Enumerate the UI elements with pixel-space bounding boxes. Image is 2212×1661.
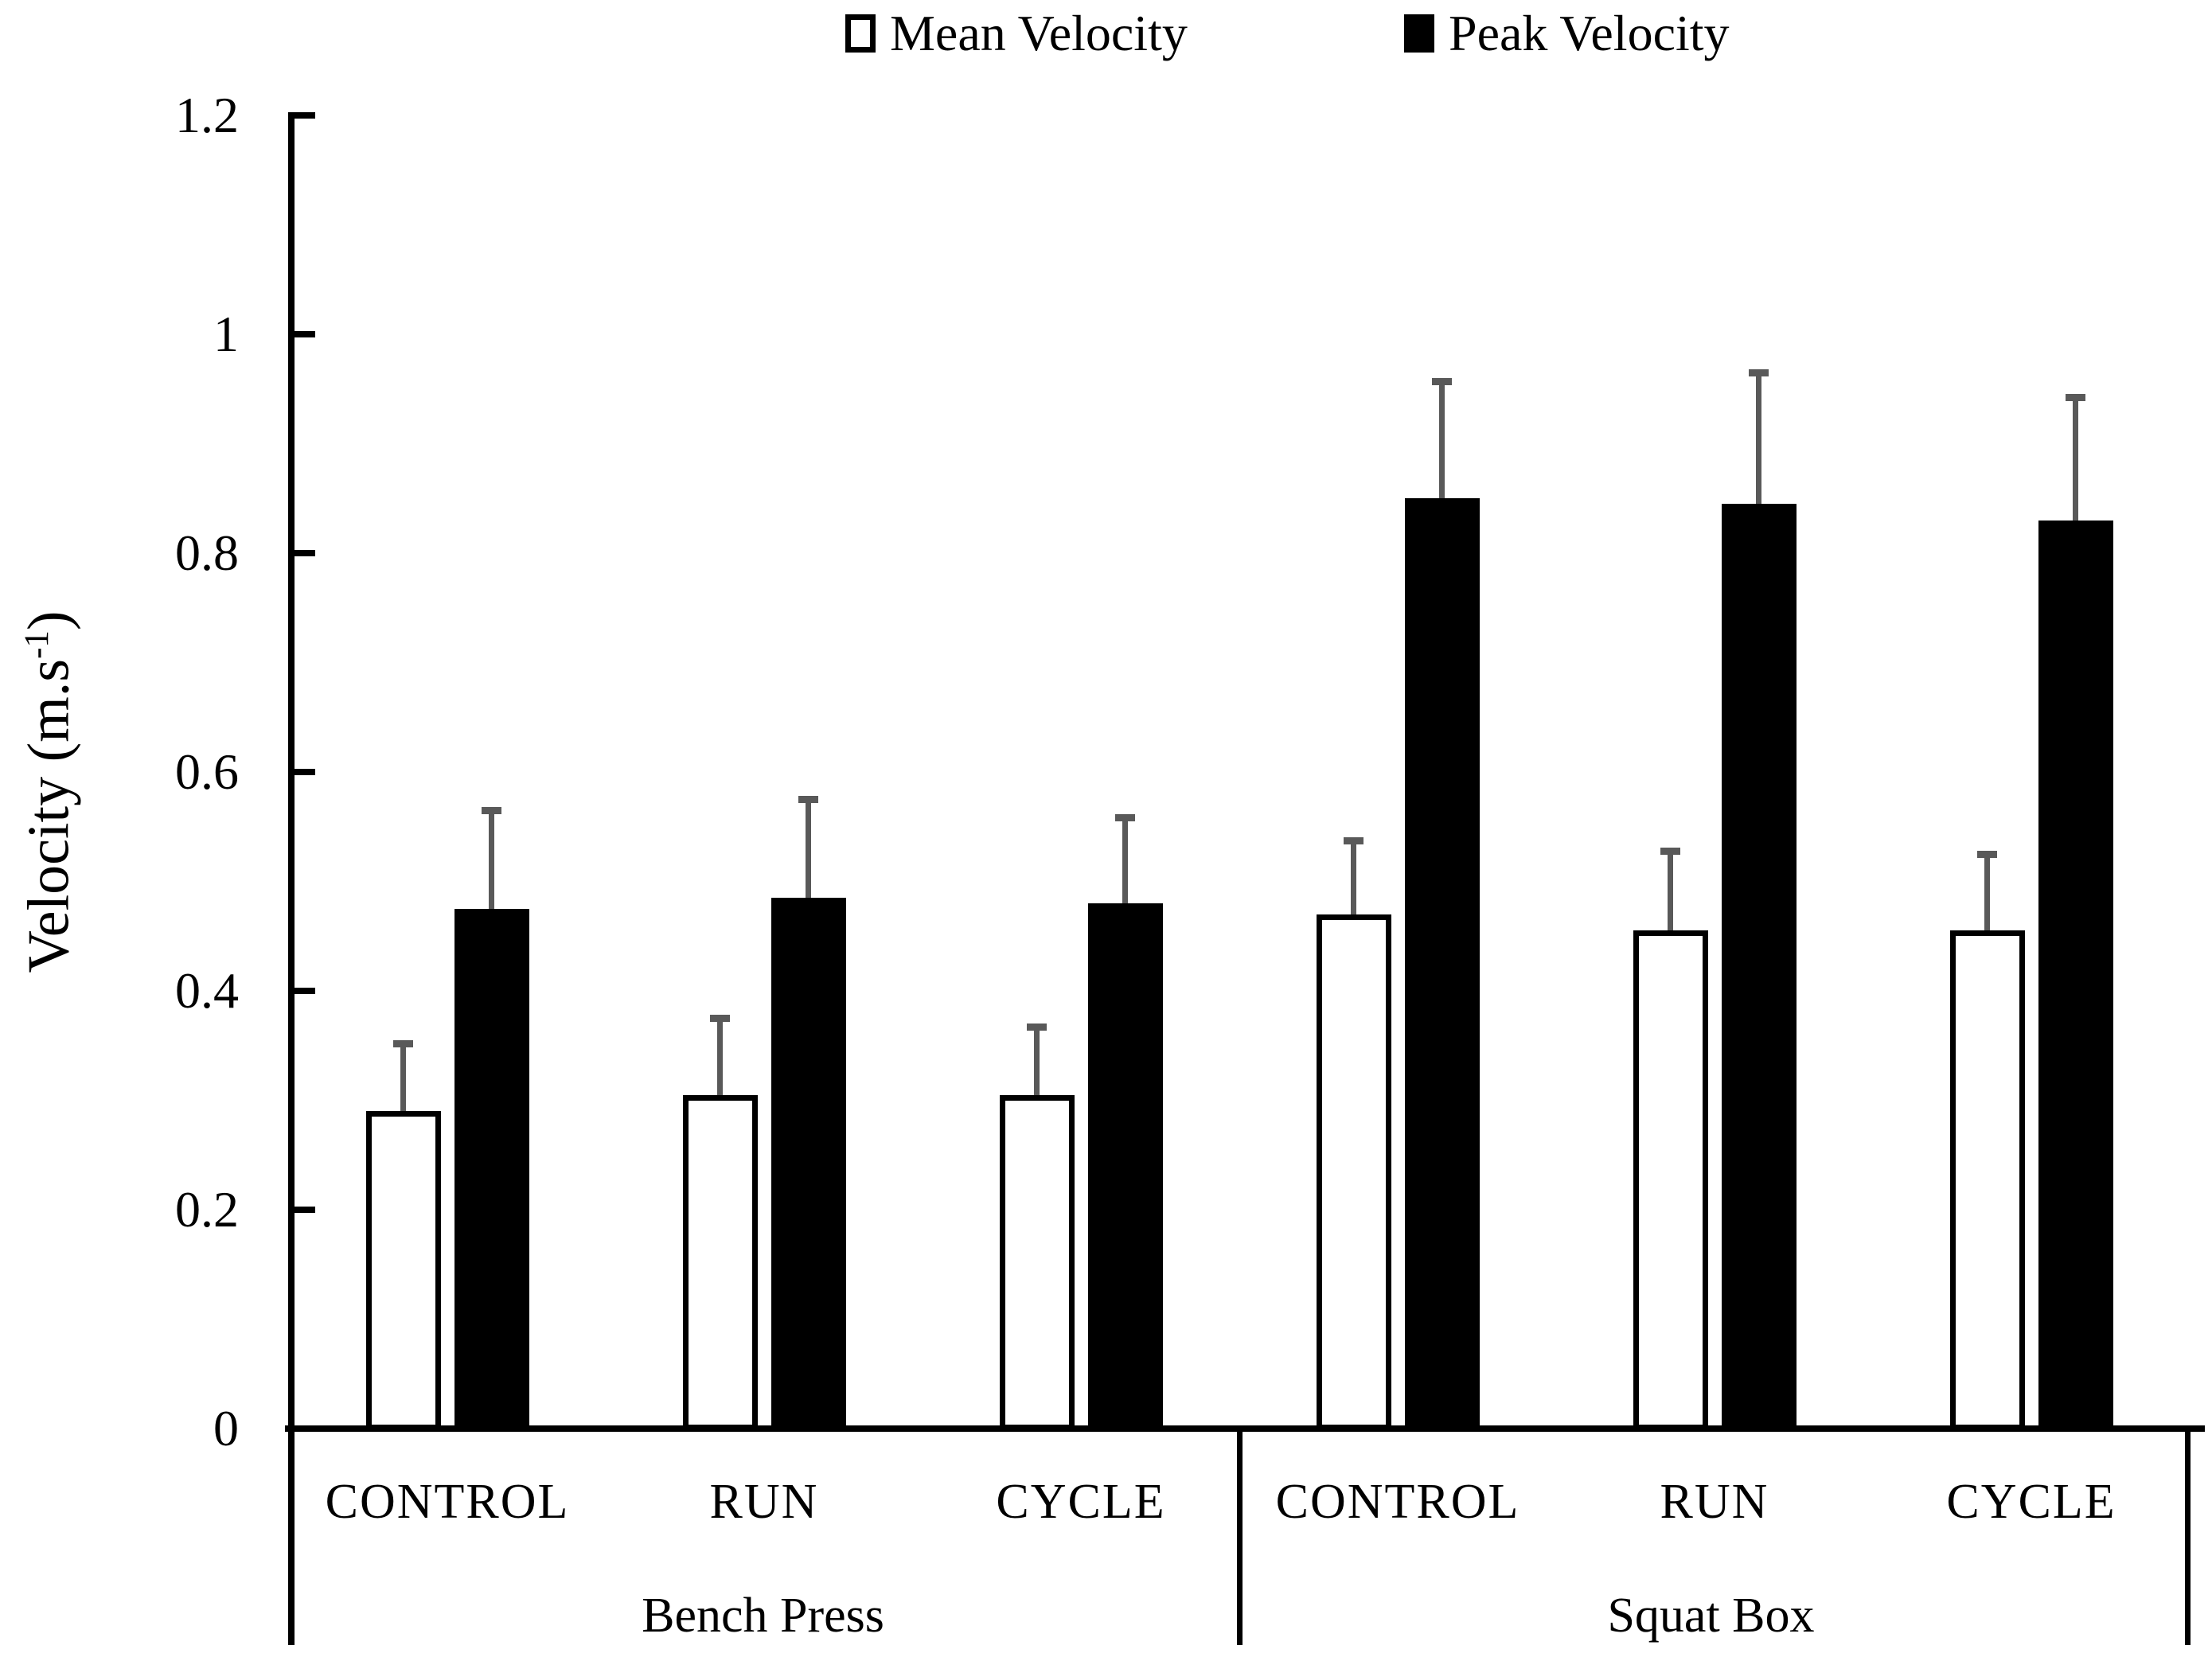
plot-right-border	[2185, 1429, 2191, 1645]
bar-peak-bench-press-cycle	[1087, 903, 1163, 1430]
group-separator	[1237, 1429, 1243, 1645]
legend-item-mean-velocity: Mean Velocity	[845, 5, 1188, 61]
error-bar-cap-mean-bench-press-control	[393, 1039, 413, 1047]
peak-velocity-swatch	[1404, 14, 1434, 53]
y-axis-tick	[295, 1207, 315, 1213]
mean-velocity-swatch	[845, 14, 876, 53]
error-bar-stem-peak-bench-press-cycle	[1122, 817, 1128, 903]
error-bar-cap-peak-bench-press-control	[482, 806, 501, 814]
error-bar-stem-peak-bench-press-run	[806, 799, 811, 899]
error-bar-stem-mean-bench-press-run	[717, 1018, 723, 1095]
category-label-bench-press-run: RUN	[709, 1475, 819, 1529]
bar-peak-squat-box-run	[1721, 504, 1797, 1430]
group-label-squat-box: Squat Box	[1607, 1589, 1815, 1643]
bar-peak-squat-box-control	[1404, 498, 1480, 1430]
bar-peak-bench-press-control	[454, 908, 529, 1430]
y-axis-tick	[295, 550, 315, 556]
y-tick-label: 0.6	[175, 743, 239, 800]
y-axis-tick	[295, 331, 315, 337]
error-bar-stem-peak-bench-press-control	[489, 810, 494, 909]
error-bar-cap-mean-bench-press-cycle	[1027, 1023, 1047, 1031]
error-bar-stem-mean-squat-box-control	[1351, 840, 1356, 914]
error-bar-stem-peak-squat-box-run	[1756, 372, 1761, 505]
y-axis-tick	[295, 112, 315, 119]
error-bar-cap-peak-squat-box-run	[1749, 368, 1769, 376]
category-label-squat-box-run: RUN	[1660, 1475, 1769, 1529]
bar-peak-bench-press-run	[770, 898, 846, 1430]
category-label-bench-press-control: CONTROL	[325, 1475, 570, 1529]
error-bar-cap-mean-squat-box-cycle	[1977, 850, 1997, 858]
error-bar-cap-mean-squat-box-run	[1660, 847, 1680, 855]
category-label-squat-box-cycle: CYCLE	[1946, 1475, 2116, 1529]
y-axis-line	[288, 112, 295, 1645]
category-label-squat-box-control: CONTROL	[1275, 1475, 1520, 1529]
mean-velocity-legend-label: Mean Velocity	[890, 5, 1188, 61]
error-bar-cap-peak-squat-box-cycle	[2066, 394, 2085, 402]
bar-mean-squat-box-cycle	[1949, 930, 2025, 1430]
error-bar-stem-mean-squat-box-run	[1668, 851, 1673, 931]
y-tick-label: 1	[213, 306, 239, 362]
bar-mean-squat-box-run	[1633, 930, 1708, 1430]
bar-peak-squat-box-cycle	[2038, 520, 2113, 1430]
legend-item-peak-velocity: Peak Velocity	[1404, 5, 1730, 61]
y-tick-label: 0.2	[175, 1181, 239, 1238]
y-axis-tick	[295, 988, 315, 994]
y-tick-label: 0	[213, 1400, 239, 1456]
peak-velocity-legend-label: Peak Velocity	[1449, 5, 1730, 61]
error-bar-cap-mean-squat-box-control	[1344, 837, 1363, 845]
error-bar-cap-mean-bench-press-run	[710, 1014, 730, 1022]
y-tick-label: 0.8	[175, 524, 239, 581]
y-axis-tick	[295, 769, 315, 775]
group-label-bench-press: Bench Press	[642, 1589, 884, 1643]
y-tick-label: 0.4	[175, 962, 239, 1019]
x-axis-line	[285, 1425, 2205, 1432]
bar-mean-bench-press-cycle	[999, 1094, 1075, 1430]
bar-mean-bench-press-control	[365, 1111, 441, 1430]
error-bar-cap-peak-bench-press-run	[798, 795, 818, 803]
bar-mean-bench-press-run	[682, 1094, 758, 1430]
error-bar-stem-mean-squat-box-cycle	[1984, 854, 1990, 931]
y-tick-label: 1.2	[175, 87, 239, 143]
error-bar-stem-peak-squat-box-cycle	[2073, 397, 2078, 521]
category-label-bench-press-cycle: CYCLE	[996, 1475, 1166, 1529]
bar-mean-squat-box-control	[1316, 914, 1391, 1430]
error-bar-cap-peak-squat-box-control	[1432, 377, 1452, 385]
error-bar-stem-peak-squat-box-control	[1439, 381, 1445, 499]
error-bar-stem-mean-bench-press-cycle	[1034, 1027, 1040, 1095]
error-bar-stem-mean-bench-press-control	[400, 1043, 406, 1112]
error-bar-cap-peak-bench-press-cycle	[1115, 814, 1135, 822]
